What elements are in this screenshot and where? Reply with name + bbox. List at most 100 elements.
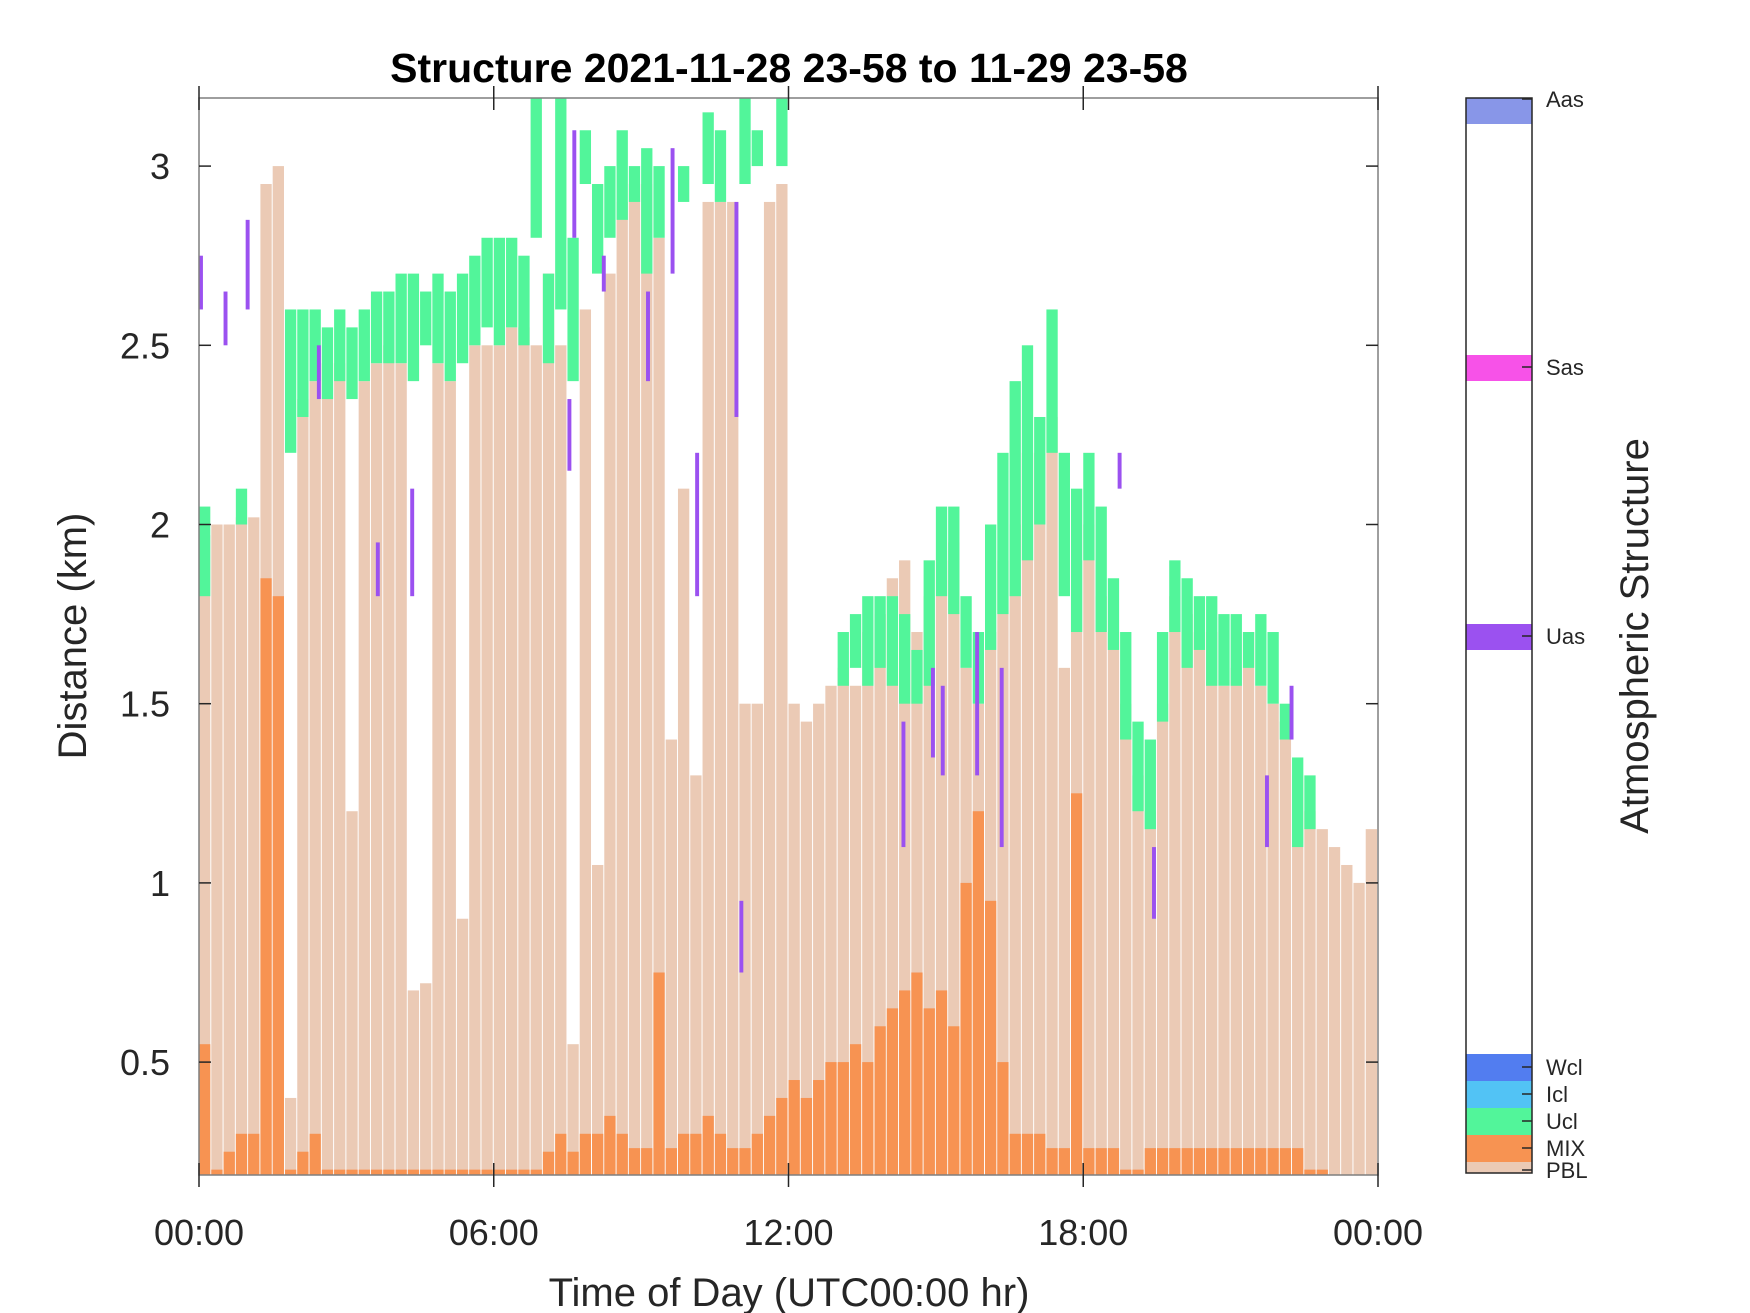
pbl-bar	[444, 381, 456, 1176]
ucl-layer	[849, 614, 862, 668]
ucl-layer	[1304, 775, 1316, 830]
pbl-bar	[469, 345, 481, 1175]
pbl-bar	[948, 542, 960, 1175]
ucl-layer	[641, 148, 653, 274]
pbl-bar	[530, 345, 542, 1175]
uas-layer	[1289, 685, 1294, 740]
ucl-layer	[432, 273, 444, 364]
ucl-layer	[481, 237, 493, 328]
mix-bar	[1132, 1169, 1144, 1175]
ucl-layer	[1169, 560, 1181, 633]
mix-bar	[923, 1008, 935, 1175]
mix-bar	[800, 1097, 813, 1175]
mix-bar	[1218, 1148, 1230, 1175]
pbl-bar	[1206, 632, 1218, 1175]
ucl-layer	[923, 560, 935, 686]
ucl-layer	[1046, 309, 1058, 453]
uas-layer	[567, 399, 572, 471]
mix-bar	[223, 1151, 235, 1175]
pbl-bar	[714, 201, 727, 1175]
pbl-bar	[1107, 632, 1120, 1175]
ucl-layer	[1156, 632, 1169, 722]
uas-layer	[199, 255, 203, 310]
ucl-layer	[358, 309, 370, 382]
pbl-bar	[813, 703, 825, 1175]
pbl-bar	[346, 811, 358, 1175]
mix-bar	[370, 1169, 383, 1175]
uas-layer	[734, 201, 739, 417]
pbl-bar	[776, 184, 788, 1176]
pbl-bar	[1279, 721, 1292, 1175]
pbl-bar	[751, 703, 763, 1175]
ucl-layer	[579, 130, 592, 185]
ucl-layer	[284, 309, 297, 453]
pbl-bar	[1353, 882, 1365, 1175]
pbl-bar	[1009, 524, 1021, 1175]
mix-bar	[1206, 1148, 1218, 1175]
ucl-layer	[1230, 614, 1242, 686]
ucl-layer	[1132, 721, 1144, 812]
ucl-layer	[1034, 416, 1046, 525]
pbl-bar	[395, 363, 407, 1175]
uas-layer	[670, 148, 675, 274]
y-tick-label: 2	[150, 504, 170, 545]
mix-bar	[235, 1133, 248, 1175]
colorbar-label-sas: Sas	[1546, 355, 1584, 380]
mix-bar	[935, 990, 948, 1175]
pbl-bar	[825, 685, 837, 1175]
ucl-layer	[1144, 739, 1156, 830]
pbl-bar	[677, 488, 690, 1175]
mix-bar	[579, 1133, 592, 1175]
colorbar-band-ucl	[1466, 1108, 1532, 1135]
ucl-layer	[1095, 506, 1107, 633]
mix-bar	[1034, 1133, 1046, 1175]
ucl-layer	[1107, 578, 1120, 650]
ucl-layer	[714, 130, 727, 202]
pbl-bar	[407, 990, 420, 1175]
mix-bar	[1267, 1148, 1279, 1175]
pbl-bar	[641, 184, 653, 1176]
uas-layer	[410, 488, 415, 597]
pbl-bar	[1230, 667, 1242, 1175]
mix-bar	[837, 1062, 849, 1175]
mix-bar	[1292, 1148, 1304, 1175]
pbl-bar	[456, 918, 469, 1175]
colorbar-label-icl: Icl	[1546, 1082, 1568, 1107]
pbl-bar	[1267, 703, 1279, 1175]
pbl-bar	[1083, 524, 1095, 1175]
ucl-layer	[751, 130, 763, 167]
mix-bar	[1255, 1148, 1267, 1175]
ucl-layer	[874, 596, 886, 668]
pbl-bar	[886, 578, 899, 1175]
mix-bar	[665, 1148, 677, 1175]
colorbar-label-aas: Aas	[1546, 87, 1584, 112]
ucl-layer	[935, 506, 948, 597]
x-axis-label: Time of Day (UTC00:00 hr)	[549, 1271, 1030, 1313]
pbl-bar	[604, 273, 616, 1175]
mix-bar	[272, 596, 284, 1175]
mix-bar	[1009, 1133, 1021, 1175]
ucl-layer	[1193, 596, 1206, 650]
mix-bar	[763, 1115, 776, 1175]
pbl-bar	[592, 864, 604, 1175]
mix-bar	[1083, 1148, 1095, 1175]
mix-bar	[358, 1169, 370, 1175]
pbl-bar	[211, 524, 223, 1175]
ucl-layer	[1070, 488, 1083, 633]
ucl-layer	[395, 273, 407, 364]
colorbar-band-mix	[1466, 1135, 1532, 1162]
mix-bar	[1095, 1148, 1107, 1175]
ucl-layer	[420, 291, 432, 346]
ucl-layer	[542, 273, 555, 364]
mix-bar	[444, 1169, 456, 1175]
colorbar-label-wcl: Wcl	[1546, 1055, 1583, 1080]
mix-bar	[677, 1133, 690, 1175]
mix-bar	[493, 1169, 506, 1175]
x-tick-label: 12:00	[743, 1212, 833, 1253]
pbl-bar	[370, 363, 383, 1175]
mix-bar	[456, 1169, 469, 1175]
pbl-bar	[628, 184, 641, 1176]
ucl-layer	[628, 166, 641, 202]
pbl-bar	[542, 273, 555, 1175]
